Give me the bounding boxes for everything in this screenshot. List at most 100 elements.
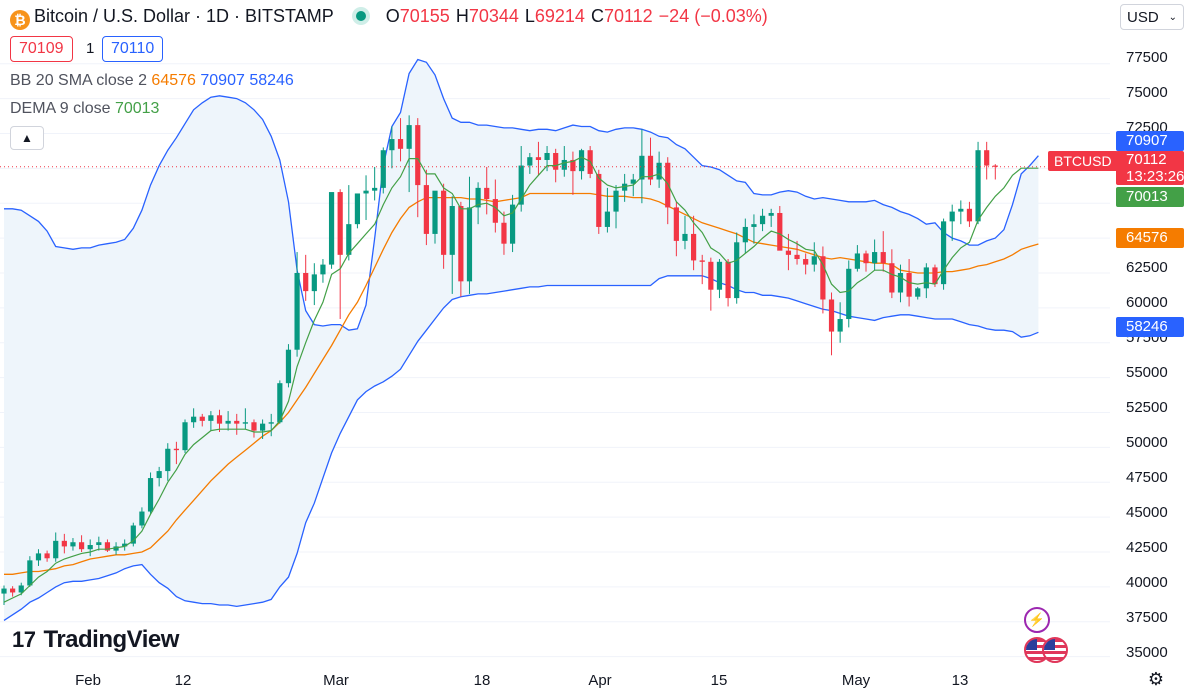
candle (501, 211, 507, 255)
candle (940, 218, 947, 290)
candle-body (415, 125, 421, 186)
y-tick-label: 40000 (1126, 574, 1168, 591)
candle-body (277, 383, 283, 423)
candle-body (380, 150, 386, 188)
candle (346, 185, 352, 261)
candle (673, 201, 679, 257)
candle-body (397, 139, 404, 149)
price-change: −24 (−0.03%) (658, 6, 768, 26)
candle (527, 153, 533, 174)
candle (415, 118, 421, 218)
candle (285, 344, 292, 388)
candle (303, 254, 309, 301)
candle-body (837, 319, 843, 332)
chevron-down-icon: ⌄ (1168, 12, 1177, 23)
candle-body (725, 261, 731, 299)
x-tick-label: 15 (710, 672, 728, 689)
candle (363, 175, 369, 220)
candle (44, 550, 50, 562)
x-tick-label: May (841, 672, 871, 689)
candle-body (423, 185, 429, 234)
symbol-legend: ₿ Bitcoin / U.S. Dollar · 1D · BITSTAMP O7… (10, 6, 774, 30)
candle (544, 146, 550, 172)
candle (923, 263, 929, 299)
candle-body (441, 190, 447, 255)
candle-body (734, 242, 740, 299)
ohlc-low-label: L (524, 6, 535, 26)
us-flag-icon[interactable] (1042, 637, 1068, 663)
bollinger-basis-value: 64576 (151, 72, 196, 89)
bollinger-lower-line (3, 275, 1039, 621)
candle (872, 239, 878, 271)
candle-body (191, 416, 197, 423)
candle-body (208, 415, 214, 421)
gear-icon[interactable]: ⚙ (1147, 669, 1165, 689)
candle (53, 532, 59, 562)
candle-body (113, 546, 119, 551)
candle-body (880, 252, 886, 264)
candle (380, 147, 386, 194)
candle-body (975, 150, 981, 222)
candle (173, 441, 179, 465)
candle (130, 522, 136, 547)
candle (699, 254, 705, 285)
ohlc-close-value: 70112 (603, 6, 653, 26)
candle-body (863, 253, 869, 264)
tradingview-logo[interactable]: 17 TradingView (12, 626, 179, 654)
candle (397, 118, 404, 162)
candle-body (294, 272, 300, 350)
collapse-legend-button[interactable]: ▲ (10, 126, 44, 150)
candle-body (78, 542, 85, 550)
lightning-icon[interactable]: ⚡ (1024, 607, 1050, 633)
y-tick-label: 62500 (1126, 259, 1168, 276)
candle-body (311, 274, 317, 292)
candle (708, 257, 714, 311)
candle-body (673, 207, 679, 241)
candle-body (96, 542, 102, 546)
candle (975, 141, 981, 225)
y-tick-label: 37500 (1126, 609, 1168, 626)
y-tick-label: 42500 (1126, 539, 1168, 556)
candle-body (234, 420, 240, 424)
candle-body (578, 150, 585, 172)
candle (87, 539, 93, 557)
candle-body (458, 206, 464, 282)
candle-body (889, 263, 895, 293)
candle (811, 242, 817, 272)
buy-button[interactable]: 70110 (102, 36, 164, 62)
candle-body (742, 226, 748, 243)
currency-select[interactable]: USD ⌄ (1120, 4, 1184, 30)
candle (277, 380, 283, 424)
candle-body (958, 208, 964, 212)
candle-body (708, 261, 714, 290)
y-tick-label: 55000 (1126, 364, 1168, 381)
dema-name: DEMA 9 close (10, 100, 111, 117)
ohlc-open-label: O (385, 6, 400, 26)
candle-body (923, 267, 929, 289)
candle-body (656, 162, 662, 180)
sell-button[interactable]: 70109 (10, 36, 73, 62)
candle (294, 252, 300, 357)
candle (27, 556, 33, 587)
candle-body (509, 204, 516, 244)
dema-legend[interactable]: DEMA 9 close 70013 (10, 100, 159, 118)
candle-body (699, 260, 705, 262)
candle-body (242, 422, 248, 424)
candle (199, 413, 205, 427)
candle-body (346, 224, 352, 255)
candle-body (466, 207, 473, 282)
candle-body (156, 471, 162, 479)
candle (423, 169, 429, 246)
candle (251, 419, 257, 438)
candle-body (906, 272, 912, 297)
candle (716, 259, 723, 299)
dema-tag: 70013 (1116, 187, 1184, 207)
symbol-title[interactable]: Bitcoin / U.S. Dollar · 1D · BITSTAMP (34, 6, 334, 26)
y-tick-label: 47500 (1126, 469, 1168, 486)
bollinger-legend[interactable]: BB 20 SMA close 2 64576 70907 58246 (10, 72, 294, 90)
candle-body (596, 173, 602, 227)
candle (147, 472, 154, 515)
candle-body (535, 157, 542, 160)
y-tick-label: 60000 (1126, 294, 1168, 311)
